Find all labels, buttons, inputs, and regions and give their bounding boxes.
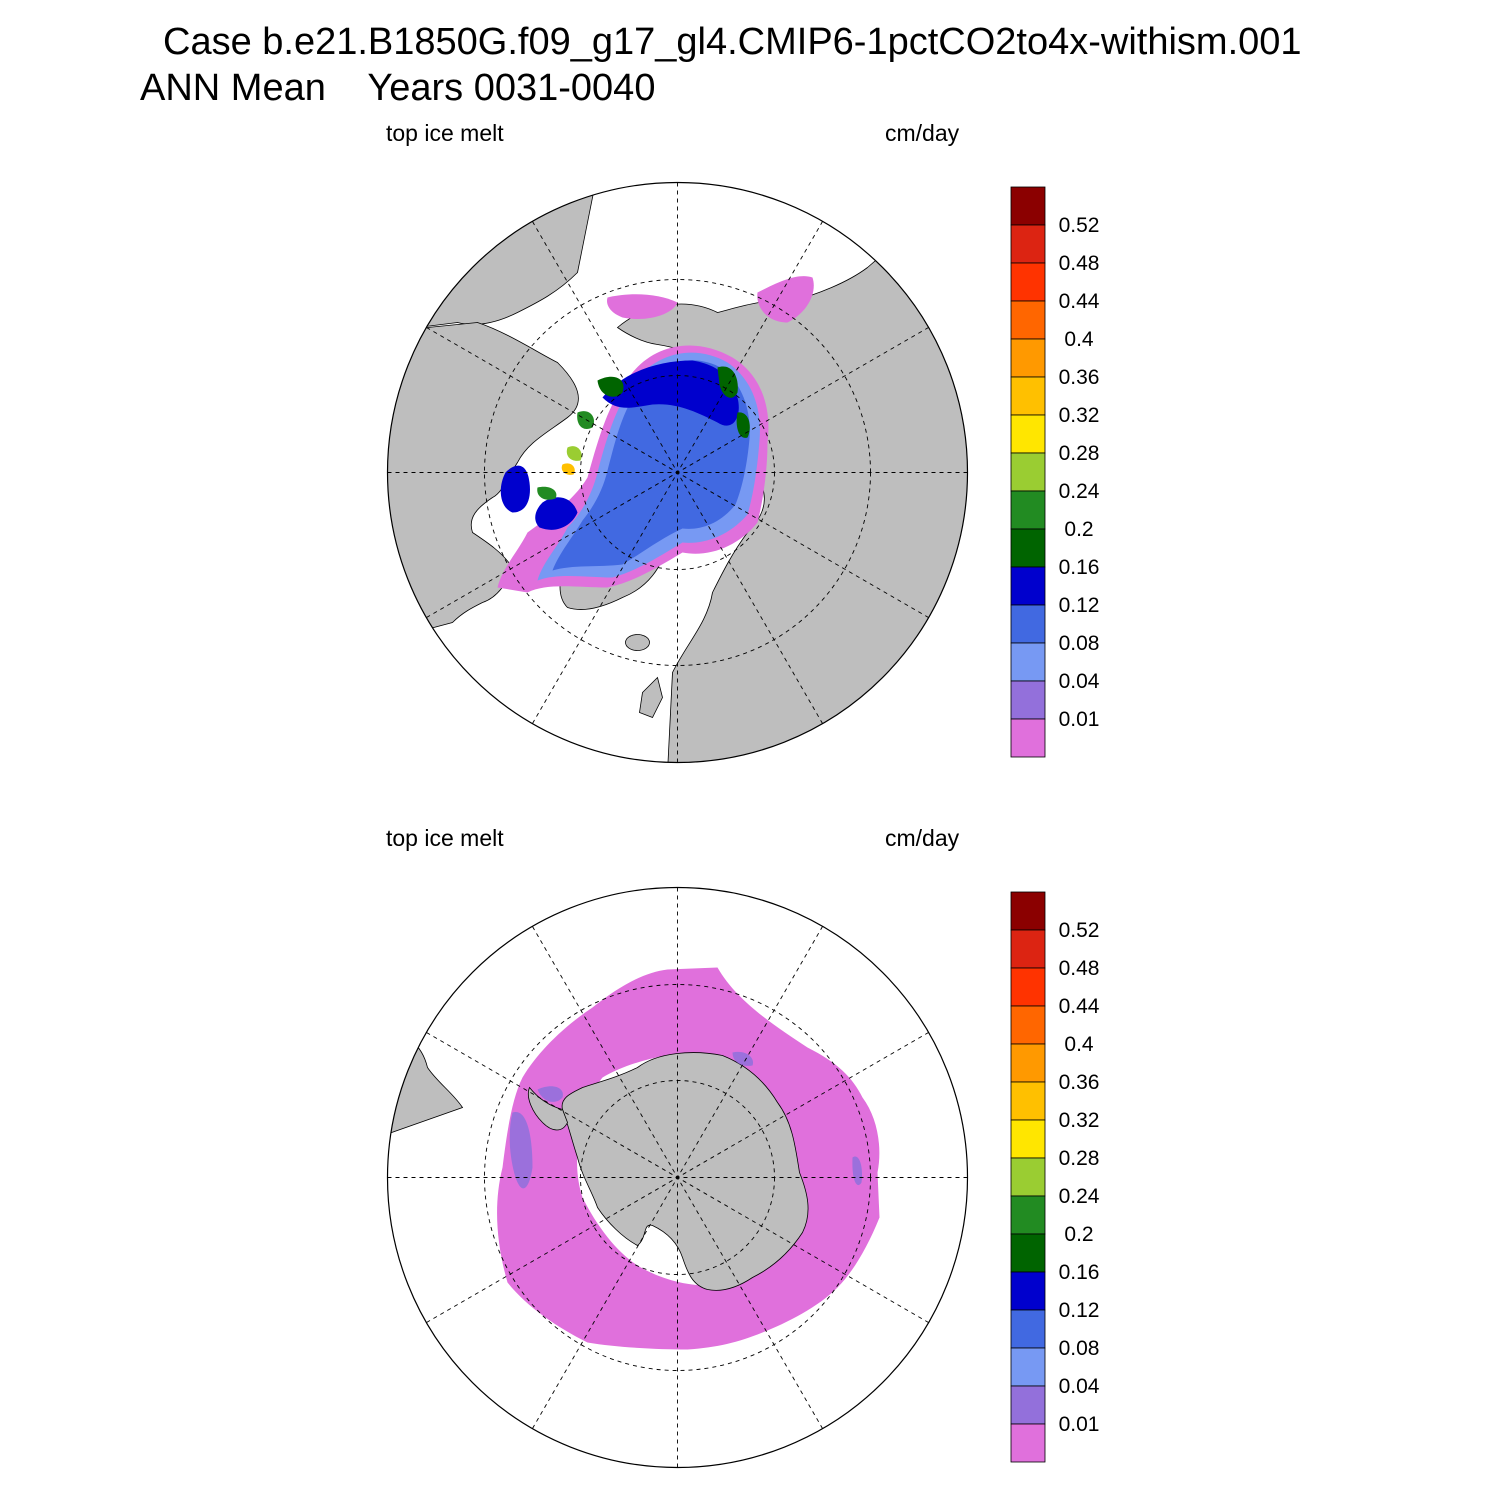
hudson-ice-darkblue [535, 497, 578, 530]
caa2-ice-green [566, 446, 582, 461]
weddell-ice-purple [509, 1111, 533, 1189]
north-colorbar-swatch [1010, 186, 1046, 226]
north-colorbar-swatch [1010, 300, 1046, 340]
north-colorbar-tick-label: 0.52 [1059, 214, 1100, 237]
south-colorbar-swatch [1010, 929, 1046, 969]
south-colorbar-tick-label: 0.44 [1059, 995, 1100, 1018]
map-boundary [386, 886, 969, 1469]
caa-ice-green [577, 411, 595, 430]
laptev-ice-green [717, 366, 738, 398]
south-colorbar-swatch [1010, 1005, 1046, 1045]
north-colorbar-tick-label: 0.28 [1059, 442, 1100, 465]
south-variable-label: top ice melt [386, 825, 504, 851]
south-colorbar-tick-label: 0.16 [1059, 1261, 1100, 1284]
hudson-ice-green [537, 486, 557, 500]
north-colorbar-tick-label: 0.12 [1059, 594, 1100, 617]
south-colorbar-swatch [1010, 891, 1046, 931]
north-colorbar-tick-label: 0.48 [1059, 252, 1100, 275]
north-colorbar-tick-label: 0.24 [1059, 480, 1100, 503]
south-colorbar-swatch [1010, 1081, 1046, 1121]
graticule [387, 887, 968, 1468]
north-colorbar-tick-label: 0.32 [1059, 404, 1100, 427]
north-colorbar-swatch [1010, 414, 1046, 454]
siberian-ice-green [597, 376, 624, 397]
caa-ice-yellow [561, 463, 575, 475]
south-colorbar-tick-label: 0.4 [1064, 1033, 1094, 1056]
north-colorbar-swatch [1010, 338, 1046, 378]
north-colorbar: 0.52 0.48 0.44 0.4 0.36 0.32 0.28 0.24 0.2 0.16 0.… [1010, 186, 1100, 758]
south-colorbar-tick-label: 0.36 [1059, 1071, 1100, 1094]
antarctica-land [561, 1052, 809, 1291]
north-units-label: cm/day [885, 120, 960, 146]
bering-ice-pink [607, 294, 678, 320]
uk-land [639, 676, 663, 719]
south-colorbar-tick-label: 0.52 [1059, 919, 1100, 942]
south-colorbar-tick-label: 0.01 [1059, 1413, 1100, 1436]
south-colorbar-tick-label: 0.32 [1059, 1109, 1100, 1132]
antarctic-peninsula-land [528, 1086, 568, 1131]
figure-title-period: ANN Mean Years 0031-0040 [140, 67, 656, 109]
graticule [387, 182, 968, 763]
north-colorbar-tick-label: 0.16 [1059, 556, 1100, 579]
queen-maud-ice-purple [732, 1051, 754, 1066]
south-colorbar-swatch [1010, 1157, 1046, 1197]
south-colorbar-swatch [1010, 1195, 1046, 1235]
south-colorbar-swatch [1010, 1309, 1046, 1349]
north-colorbar-swatch [1010, 490, 1046, 530]
south-colorbar-swatch [1010, 1233, 1046, 1273]
north-colorbar-tick-label: 0.44 [1059, 290, 1100, 313]
arctic-ice-darkblue [602, 360, 739, 426]
south-colorbar-swatch [1010, 1271, 1046, 1311]
north-colorbar-tick-label: 0.2 [1064, 518, 1093, 541]
north-variable-label: top ice melt [386, 120, 504, 146]
north-colorbar-swatch [1010, 262, 1046, 302]
north-colorbar-swatch [1010, 642, 1046, 682]
north-colorbar-tick-label: 0.4 [1064, 328, 1094, 351]
baffin-ice-darkblue [500, 465, 530, 513]
south-colorbar-tick-label: 0.28 [1059, 1147, 1100, 1170]
arctic-polar-map [386, 181, 969, 764]
south-colorbar-tick-label: 0.08 [1059, 1337, 1100, 1360]
north-colorbar-tick-label: 0.04 [1059, 670, 1100, 693]
kara-ice-green [736, 412, 750, 438]
north-colorbar-tick-label: 0.01 [1059, 708, 1100, 731]
north-colorbar-swatch [1010, 452, 1046, 492]
antarctic-polar-map [386, 886, 969, 1469]
south-georgia-ice-purple [537, 1086, 563, 1102]
south-colorbar: 0.52 0.48 0.44 0.4 0.36 0.32 0.28 0.24 0.2 0.16 0.… [1010, 891, 1100, 1463]
north-colorbar-swatch [1010, 680, 1046, 720]
south-colorbar-tick-label: 0.12 [1059, 1299, 1100, 1322]
south-colorbar-tick-label: 0.04 [1059, 1375, 1100, 1398]
iceland-land [625, 634, 650, 651]
south-colorbar-tick-label: 0.24 [1059, 1185, 1100, 1208]
north-colorbar-swatch [1010, 718, 1046, 758]
figure-title-case: Case b.e21.B1850G.f09_g17_gl4.CMIP6-1pct… [163, 21, 1302, 63]
south-colorbar-swatch [1010, 1119, 1046, 1159]
south-colorbar-tick-label: 0.2 [1064, 1223, 1093, 1246]
north-colorbar-tick-label: 0.08 [1059, 632, 1100, 655]
north-colorbar-tick-label: 0.36 [1059, 366, 1100, 389]
south-colorbar-tick-label: 0.48 [1059, 957, 1100, 980]
south-colorbar-swatch [1010, 1423, 1046, 1463]
okhotsk-ice-pink [757, 276, 814, 323]
north-colorbar-swatch [1010, 528, 1046, 568]
south-units-label: cm/day [885, 825, 960, 851]
north-colorbar-swatch [1010, 376, 1046, 416]
north-colorbar-swatch [1010, 224, 1046, 264]
south-colorbar-swatch [1010, 1043, 1046, 1083]
north-colorbar-swatch [1010, 566, 1046, 606]
south-colorbar-swatch [1010, 1385, 1046, 1425]
canada-land [387, 322, 579, 644]
north-colorbar-swatch [1010, 604, 1046, 644]
south-colorbar-swatch [1010, 967, 1046, 1007]
map-boundary [386, 181, 969, 764]
south-colorbar-swatch [1010, 1347, 1046, 1387]
